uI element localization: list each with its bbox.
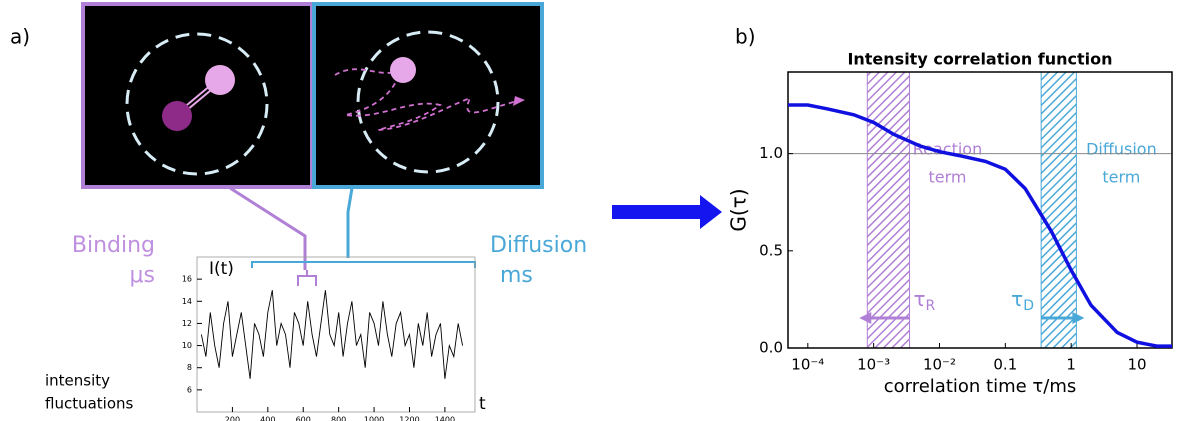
- x-tick-label: 200: [225, 416, 240, 421]
- chart-title: Intensity correlation function: [847, 50, 1112, 69]
- tau-subscript: D: [1023, 298, 1034, 314]
- x-tick-label: 1000: [364, 416, 384, 421]
- x-tick-label: 800: [331, 416, 346, 421]
- x-tick-label: 10: [1127, 356, 1146, 374]
- molecule: [162, 101, 192, 131]
- y-tick-label: 0.0: [759, 339, 783, 357]
- panel-label: a): [10, 25, 30, 49]
- tau-arrowhead: [859, 312, 872, 324]
- data-line: [788, 103, 1172, 348]
- focal-volume: [125, 32, 269, 176]
- y-tick-label: 8: [187, 363, 192, 372]
- bracket: [297, 275, 317, 286]
- data-line: [200, 290, 464, 379]
- x-tick-label: 400: [260, 416, 275, 421]
- panel-label: b): [735, 25, 756, 49]
- diffusion-box: [312, 2, 544, 189]
- molecule: [205, 65, 235, 95]
- arrow: [612, 195, 722, 229]
- plot-frame: [196, 256, 476, 413]
- arrowhead: [513, 96, 525, 106]
- y-axis-label: G(τ): [727, 188, 751, 231]
- diffusion-unit: ms: [500, 263, 533, 288]
- molecule: [390, 57, 416, 83]
- x-axis-label: correlation time τ/ms: [884, 376, 1077, 397]
- x-tick-label: 10⁻³: [857, 356, 890, 374]
- tau-label: τR: [913, 287, 935, 315]
- band-label: Reaction: [913, 140, 983, 159]
- band-label: term: [928, 168, 966, 187]
- plot-frame: [787, 71, 1173, 349]
- y-tick-label: 0.5: [759, 241, 783, 259]
- tau-symbol: τ: [913, 287, 925, 311]
- tau-label: τD: [1011, 287, 1034, 315]
- y-tick-label: 14: [182, 297, 192, 306]
- band-label: term: [1102, 168, 1140, 187]
- band: [1040, 71, 1077, 349]
- y-tick-label: 6: [187, 385, 192, 394]
- x-tick-label: 10⁻²: [923, 356, 956, 374]
- diffusion-label: Diffusion: [490, 233, 587, 258]
- bracket: [251, 261, 476, 268]
- connector: [346, 187, 354, 258]
- x-tick-label: 10⁻⁴: [791, 356, 824, 374]
- tau-subscript: R: [926, 298, 936, 314]
- x-tick-label: 600: [296, 416, 311, 421]
- tau-symbol: τ: [1011, 287, 1023, 311]
- x-tick-label: 1200: [399, 416, 419, 421]
- connector: [229, 186, 307, 270]
- x-tick-label: 1400: [435, 416, 455, 421]
- focal-volume: [356, 30, 500, 174]
- y-tick-label: 12: [182, 319, 192, 328]
- y-tick-label: 16: [182, 275, 192, 284]
- tau-arrowhead: [1072, 312, 1085, 324]
- x-tick-label: 1: [1066, 356, 1076, 374]
- x-axis-label: t: [479, 394, 486, 414]
- binding-label: Binding: [72, 233, 155, 258]
- caption: fluctuations: [45, 395, 134, 413]
- y-axis-label: I(t): [209, 259, 234, 279]
- x-tick-label: 0.1: [993, 356, 1017, 374]
- y-tick-label: 10: [182, 341, 192, 350]
- binding-unit: μs: [130, 263, 155, 288]
- band-label: Diffusion: [1086, 140, 1157, 159]
- y-tick-label: 1.0: [759, 144, 783, 162]
- caption: intensity: [45, 372, 110, 390]
- band: [866, 71, 910, 349]
